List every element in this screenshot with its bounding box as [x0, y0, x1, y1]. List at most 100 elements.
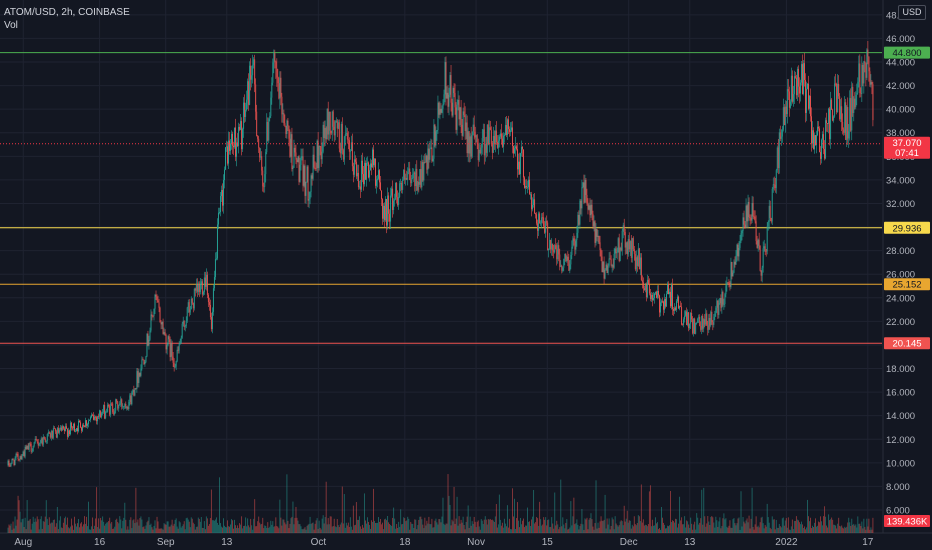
candle-body — [517, 149, 518, 170]
volume-bar — [863, 518, 865, 533]
candle-body — [138, 372, 140, 384]
candle-body — [248, 81, 250, 105]
candle-body — [616, 252, 618, 254]
volume-bar — [265, 525, 267, 533]
volume-bar — [457, 525, 459, 533]
candle-body — [357, 172, 359, 188]
volume-bar — [225, 527, 226, 533]
candle-body — [421, 162, 423, 188]
candle-body — [520, 153, 521, 175]
volume-bar — [757, 525, 759, 533]
candle-body — [583, 182, 585, 203]
candle-body — [288, 125, 290, 139]
candle-body — [572, 238, 574, 247]
candle-body — [81, 427, 82, 431]
candle-body — [136, 371, 138, 389]
volume-bar — [695, 529, 697, 533]
candle-body — [786, 89, 788, 115]
volume-bar — [482, 524, 484, 533]
candle-body — [770, 217, 772, 222]
currency-badge[interactable]: USD — [898, 5, 926, 20]
volume-bar — [803, 526, 805, 533]
time-tick-label: Nov — [467, 537, 485, 548]
candle-body — [650, 294, 652, 299]
candle-body — [490, 130, 492, 145]
volume-bar — [546, 525, 548, 533]
volume-bar — [21, 519, 23, 533]
price-tick-label: 14.000 — [886, 411, 915, 422]
volume-bar — [135, 487, 137, 533]
volume-bar — [652, 525, 654, 533]
volume-bar — [163, 523, 165, 533]
candle-body — [31, 451, 33, 452]
candle-body — [832, 109, 834, 121]
volume-bar — [791, 519, 793, 533]
candle-body — [855, 94, 857, 108]
candle-body — [774, 184, 776, 189]
candle-body — [588, 205, 590, 210]
symbol-title[interactable]: ATOM/USD, 2h, COINBASE — [4, 7, 130, 18]
volume-bar — [683, 524, 685, 533]
candle-body — [827, 123, 829, 124]
volume-bar — [340, 522, 342, 533]
volume-legend[interactable]: Vol — [4, 20, 18, 31]
candle-body — [192, 303, 194, 309]
volume-bar — [281, 525, 283, 533]
candle-body — [483, 129, 485, 156]
candle-body — [343, 136, 345, 160]
volume-bar — [741, 526, 743, 533]
candle-body — [213, 277, 215, 289]
volume-bar — [352, 505, 354, 533]
candle-body — [106, 411, 108, 413]
candle-body — [584, 179, 586, 203]
volume-bar — [224, 525, 225, 533]
volume-bar — [783, 525, 785, 533]
candle-body — [341, 123, 343, 151]
volume-bar — [122, 520, 124, 533]
candle-body — [318, 146, 320, 168]
candle-body — [354, 159, 356, 162]
volume-bar — [822, 525, 824, 533]
volume-bar — [38, 529, 40, 533]
volume-bar — [307, 524, 309, 533]
candle-body — [655, 291, 657, 298]
candle-body — [220, 196, 221, 213]
volume-bar — [522, 520, 523, 533]
price-axis[interactable]: 6.0008.00010.00012.00014.00016.00018.000… — [886, 10, 915, 516]
candle-body — [725, 285, 727, 295]
volume-bar — [419, 516, 421, 533]
candle-body — [375, 158, 376, 186]
volume-bar — [123, 517, 125, 533]
volume-bar — [387, 516, 389, 533]
volume-bar — [341, 486, 343, 533]
volume-bar — [673, 521, 674, 533]
candle-body — [49, 433, 51, 438]
candle-body — [444, 62, 446, 95]
volume-bar — [525, 525, 526, 533]
volume-bar — [607, 524, 609, 533]
volume-bar — [460, 519, 462, 533]
candle-body — [683, 319, 685, 325]
volume-bar — [596, 528, 598, 533]
candle-body — [34, 438, 36, 443]
candle-body — [594, 221, 596, 243]
volume-bar — [779, 526, 781, 533]
volume-bar — [331, 526, 333, 533]
candle-body — [505, 125, 507, 135]
volume-bar — [400, 509, 402, 533]
candle-body — [393, 200, 395, 211]
volume-bar — [778, 523, 780, 533]
candle-body — [171, 343, 173, 357]
candle-body — [546, 221, 548, 223]
volume-bar — [723, 513, 725, 533]
volume-bar — [155, 528, 157, 533]
volume-bar — [640, 484, 642, 533]
time-axis[interactable]: Aug 16 Sep 13 Oct 18 Nov 15 Dec 13 2022 17 — [14, 537, 873, 548]
volume-bar — [657, 529, 659, 533]
candle-body — [247, 81, 249, 100]
candle-body — [849, 98, 851, 132]
volume-bar — [11, 529, 13, 533]
volume-bar — [100, 517, 102, 533]
candle-body — [312, 154, 314, 179]
